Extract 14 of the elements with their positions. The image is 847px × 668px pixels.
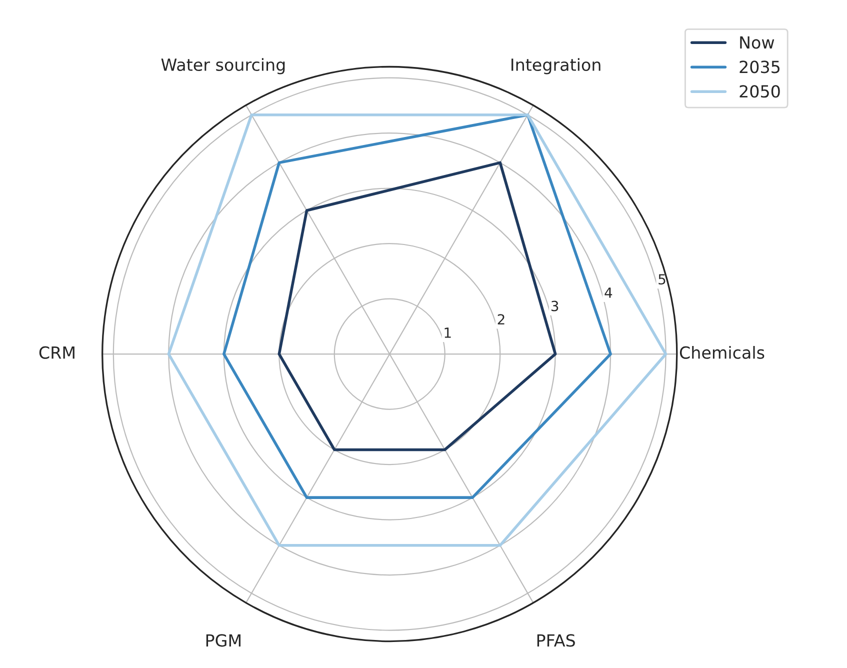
legend-label: Now	[740, 36, 774, 49]
y-tick-label: 3	[551, 300, 558, 312]
y-tick-label: 1	[444, 328, 451, 338]
legend-label: 2050	[740, 85, 780, 98]
spoke-label: CRM	[39, 346, 74, 359]
spoke-label: Integration	[512, 58, 600, 74]
spoke-label: PGM	[206, 634, 240, 647]
spoke-label: Water sourcing	[161, 58, 285, 74]
y-tick-label: 2	[498, 314, 504, 324]
y-tick-label: 5	[658, 274, 666, 285]
spoke-label: Chemicals	[680, 346, 764, 359]
y-tick-label: 4	[604, 288, 612, 298]
spoke-label: PFAS	[537, 634, 575, 647]
legend-label: 2035	[740, 60, 780, 74]
